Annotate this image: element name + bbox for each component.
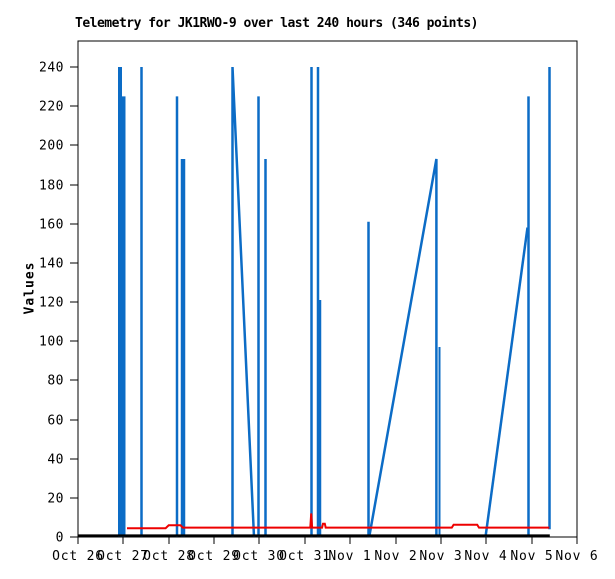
x-tick-label: Nov 1 [328, 549, 371, 564]
chart-title: Telemetry for JK1RWO-9 over last 240 hou… [75, 16, 478, 31]
y-tick-label: 80 [47, 374, 64, 389]
y-tick-label: 160 [39, 218, 64, 233]
y-tick-label: 20 [47, 492, 64, 507]
y-tick-label: 40 [47, 453, 64, 468]
x-tick-label: Nov 3 [419, 549, 462, 564]
telemetry-channel-red-segment [127, 513, 550, 530]
y-tick-label: 120 [39, 296, 64, 311]
x-tick-label: Oct 28 [143, 549, 195, 564]
y-tick-label: 100 [39, 335, 64, 350]
x-tick-label: Nov 5 [510, 549, 553, 564]
y-tick-label: 200 [39, 139, 64, 154]
telemetry-channel-blue-segment [484, 227, 529, 538]
x-tick-label: Oct 29 [188, 549, 240, 564]
plot-frame [77, 40, 578, 538]
telemetry-channel-blue-segment [367, 158, 438, 538]
y-tick-label: 220 [39, 100, 64, 115]
x-tick-label: Oct 26 [52, 549, 104, 564]
y-tick-label: 140 [39, 257, 64, 272]
x-tick-label: Nov 4 [464, 549, 507, 564]
x-tick-label: Oct 27 [97, 549, 149, 564]
y-tick-label: 0 [56, 531, 64, 546]
x-tick-label: Oct 30 [233, 549, 285, 564]
x-tick-label: Nov 6 [555, 549, 598, 564]
x-tick-label: Nov 2 [374, 549, 417, 564]
x-tick-label: Oct 31 [279, 549, 331, 564]
y-tick-label: 240 [39, 61, 64, 76]
y-tick-label: 180 [39, 179, 64, 194]
y-tick-label: 60 [47, 414, 64, 429]
telemetry-channel-blue-segment [231, 66, 256, 538]
